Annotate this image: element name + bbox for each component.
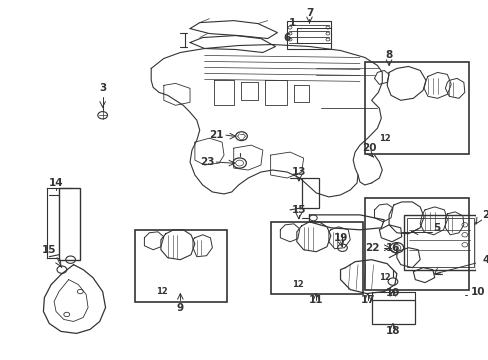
Text: 15: 15 (42, 245, 57, 255)
Text: 14: 14 (49, 178, 63, 188)
Text: 5: 5 (432, 223, 439, 233)
Text: 23: 23 (200, 157, 214, 167)
Text: 12: 12 (379, 134, 390, 143)
Bar (403, 215, 475, 270)
Bar (364, 198, 468, 289)
Text: 18: 18 (385, 327, 399, 336)
Text: 10: 10 (469, 287, 484, 297)
Bar (59, 188, 80, 260)
Text: 12: 12 (291, 280, 303, 289)
Bar (406, 218, 472, 267)
Text: 17: 17 (360, 294, 374, 305)
Text: 2: 2 (481, 210, 488, 220)
Bar (371, 300, 414, 324)
Bar (270, 222, 362, 293)
Text: 11: 11 (308, 294, 323, 305)
Text: 21: 21 (209, 130, 224, 140)
Text: 19: 19 (385, 288, 399, 298)
Text: 16: 16 (385, 243, 399, 253)
Text: 15: 15 (291, 205, 305, 215)
Text: 19: 19 (333, 233, 347, 243)
Text: 1: 1 (288, 18, 295, 28)
Text: 13: 13 (291, 167, 305, 177)
Text: 12: 12 (379, 273, 390, 282)
Bar (286, 21, 330, 49)
Text: 12: 12 (156, 287, 167, 296)
Bar (134, 230, 226, 302)
Text: 4: 4 (481, 255, 488, 265)
Text: 6: 6 (283, 32, 290, 42)
Text: 3: 3 (99, 84, 106, 93)
Bar (364, 62, 468, 154)
Text: 20: 20 (362, 143, 376, 153)
Bar (301, 178, 319, 208)
Text: 7: 7 (305, 8, 312, 18)
Text: 22: 22 (364, 243, 379, 253)
Text: 9: 9 (176, 302, 183, 312)
Text: 8: 8 (385, 50, 392, 60)
